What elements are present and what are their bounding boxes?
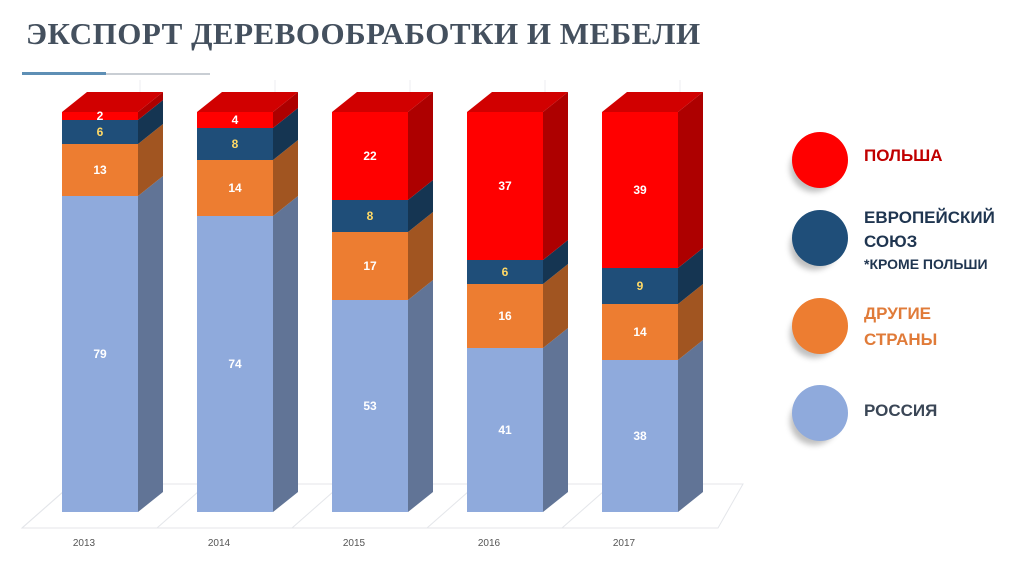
chart-title: ЭКСПОРТ ДЕРЕВООБРАБОТКИ И МЕБЕЛИ — [26, 16, 701, 51]
bar-side-2016-0 — [543, 328, 568, 512]
x-tick-label: 2013 — [73, 538, 96, 549]
data-label: 41 — [498, 423, 512, 437]
data-label: 8 — [367, 209, 374, 223]
bar-segment-2017-3 — [602, 112, 678, 268]
bar-side-2014-2 — [273, 108, 298, 160]
data-label: 22 — [363, 149, 377, 163]
bar-side-2017-3 — [678, 92, 703, 268]
bar-top-2013 — [62, 92, 163, 112]
data-label: 14 — [228, 181, 242, 195]
title-divider-accent — [22, 72, 106, 75]
data-label: 79 — [93, 347, 107, 361]
bar-segment-2013-1 — [62, 144, 138, 196]
x-tick-label: 2016 — [478, 538, 501, 549]
bar-top-2015 — [332, 92, 433, 112]
legend-label: ДРУГИЕ — [864, 304, 931, 323]
bar-side-2015-3 — [408, 92, 433, 200]
bar-segment-2013-0 — [62, 196, 138, 512]
data-label: 17 — [363, 259, 377, 273]
legend-swatch — [792, 210, 848, 266]
bar-side-2014-0 — [273, 196, 298, 512]
data-label: 6 — [502, 265, 509, 279]
data-label: 4 — [232, 113, 239, 127]
bar-segment-2015-1 — [332, 232, 408, 300]
bar-segment-2017-0 — [602, 360, 678, 512]
legend-label-line2: СТРАНЫ — [864, 330, 938, 349]
data-label: 53 — [363, 399, 377, 413]
bar-segment-2015-2 — [332, 200, 408, 232]
x-tick-label: 2015 — [343, 538, 366, 549]
bar-segment-2015-0 — [332, 300, 408, 512]
bar-segment-2017-2 — [602, 268, 678, 304]
data-label: 14 — [633, 325, 647, 339]
bar-segment-2015-3 — [332, 112, 408, 200]
data-label: 16 — [498, 309, 512, 323]
bar-side-2015-1 — [408, 212, 433, 300]
data-label: 13 — [93, 163, 107, 177]
x-tick-label: 2014 — [208, 538, 231, 549]
data-label: 2 — [97, 109, 104, 123]
bar-side-2017-1 — [678, 284, 703, 360]
bar-segment-2014-2 — [197, 128, 273, 160]
bar-segment-2014-0 — [197, 216, 273, 512]
bar-side-2013-0 — [138, 176, 163, 512]
bar-top-2014 — [197, 92, 298, 112]
data-label: 37 — [498, 179, 512, 193]
bar-side-2017-2 — [678, 248, 703, 304]
data-label: 38 — [633, 429, 647, 443]
legend-note: *КРОМЕ ПОЛЬШИ — [864, 256, 988, 272]
bar-segment-2016-1 — [467, 284, 543, 348]
legend-label-group: ЕВРОПЕЙСКИЙ СОЮЗ *КРОМЕ ПОЛЬШИ — [864, 206, 995, 274]
legend-swatch — [792, 385, 848, 441]
data-label: 9 — [637, 279, 644, 293]
legend-label-group: ДРУГИЕ СТРАНЫ — [864, 302, 937, 352]
legend-label: ПОЛЬША — [864, 146, 943, 165]
bar-segment-2016-3 — [467, 112, 543, 260]
bar-segment-2013-3 — [62, 112, 138, 120]
legend-label: ЕВРОПЕЙСКИЙ — [864, 208, 995, 227]
data-label: 8 — [232, 137, 239, 151]
bar-side-2013-1 — [138, 124, 163, 196]
data-label: 6 — [97, 125, 104, 139]
legend-label: РОССИЯ — [864, 401, 938, 420]
data-label: 74 — [228, 357, 242, 371]
bar-side-2016-1 — [543, 264, 568, 348]
bar-segment-2016-2 — [467, 260, 543, 284]
bar-side-2017-0 — [678, 340, 703, 512]
bar-top-2016 — [467, 92, 568, 112]
bar-side-2014-1 — [273, 140, 298, 216]
bar-side-2013-2 — [138, 100, 163, 144]
bar-segment-2013-2 — [62, 120, 138, 144]
data-label: 39 — [633, 183, 647, 197]
bar-side-2015-2 — [408, 180, 433, 232]
legend-label-line2: СОЮЗ — [864, 232, 918, 251]
bar-segment-2014-1 — [197, 160, 273, 216]
bar-segment-2017-1 — [602, 304, 678, 360]
bar-side-2016-3 — [543, 92, 568, 260]
bar-side-2016-2 — [543, 240, 568, 284]
bar-side-2015-0 — [408, 280, 433, 512]
title-divider — [22, 73, 210, 75]
x-tick-label: 2017 — [613, 538, 636, 549]
bar-top-2017 — [602, 92, 703, 112]
bar-side-2014-3 — [273, 92, 298, 128]
bar-segment-2016-0 — [467, 348, 543, 512]
bar-segment-2014-3 — [197, 112, 273, 128]
legend-swatch — [792, 298, 848, 354]
legend-swatch — [792, 132, 848, 188]
bar-side-2013-3 — [138, 92, 163, 120]
